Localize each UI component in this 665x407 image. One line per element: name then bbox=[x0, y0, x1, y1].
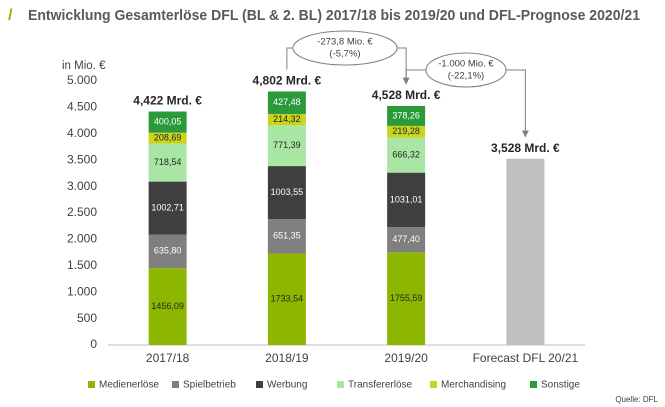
value-label: 1456,09 bbox=[151, 301, 184, 311]
legend-label: Merchandising bbox=[441, 380, 506, 391]
x-tick-label: 2019/20 bbox=[384, 351, 428, 365]
bar-segment bbox=[267, 114, 306, 126]
value-label: 219,28 bbox=[392, 126, 420, 136]
y-axis-label: in Mio. € bbox=[62, 60, 106, 72]
bar-segment bbox=[148, 132, 187, 144]
chart-title: Entwicklung Gesamterlöse DFL (BL & 2. BL… bbox=[28, 7, 640, 24]
y-tick-label: 2.500 bbox=[67, 205, 97, 219]
annotation-arrow bbox=[397, 47, 410, 85]
x-tick-label: 2017/18 bbox=[146, 351, 190, 365]
annotation-bubble bbox=[292, 30, 398, 66]
bar-segment bbox=[267, 166, 306, 220]
annotation-text: -273,8 Mio. € bbox=[317, 37, 373, 48]
value-label: 718,54 bbox=[154, 157, 182, 167]
x-tick-label: Forecast DFL 20/21 bbox=[473, 351, 579, 365]
total-label: 4,802 Mrd. € bbox=[253, 74, 322, 88]
y-tick-label: 4.500 bbox=[67, 100, 97, 114]
y-tick-label: 500 bbox=[77, 311, 97, 325]
annotation-bubble bbox=[425, 52, 507, 88]
source: Quelle: DFL bbox=[615, 395, 658, 404]
value-label: 666,32 bbox=[392, 149, 420, 159]
value-label: 214,32 bbox=[273, 114, 301, 124]
forecast-bar bbox=[506, 158, 545, 345]
x-tick-label: 2018/19 bbox=[265, 351, 309, 365]
y-tick-label: 1.000 bbox=[67, 284, 97, 298]
y-tick-label: 5.000 bbox=[67, 73, 97, 87]
y-tick-label: 3.500 bbox=[67, 152, 97, 166]
value-label: 651,35 bbox=[273, 231, 301, 241]
value-label: 400,05 bbox=[154, 116, 182, 126]
bar-segment bbox=[387, 172, 426, 228]
value-label: 1733,54 bbox=[271, 294, 304, 304]
legend-swatch bbox=[256, 381, 263, 388]
annotation-arrow bbox=[506, 69, 529, 138]
bar-segment bbox=[148, 111, 187, 133]
y-tick-label: 0 bbox=[90, 337, 97, 351]
bar-segment bbox=[387, 137, 426, 173]
bar-segment bbox=[267, 125, 306, 167]
legend-label: Werbung bbox=[267, 380, 307, 391]
legend-swatch bbox=[172, 381, 179, 388]
bar-segment bbox=[387, 125, 426, 138]
annotation-text: (-22,1%) bbox=[448, 71, 484, 82]
value-label: 1003,55 bbox=[271, 187, 304, 197]
total-label: 4,422 Mrd. € bbox=[133, 94, 202, 108]
y-tick-label: 2.000 bbox=[67, 232, 97, 246]
title-mark: / bbox=[8, 7, 13, 24]
value-label: 427,48 bbox=[273, 97, 301, 107]
bar-segment bbox=[267, 219, 306, 254]
legend-swatch bbox=[337, 381, 344, 388]
legend-label: Spielbetrieb bbox=[183, 380, 236, 391]
y-tick-label: 4.000 bbox=[67, 126, 97, 140]
legend-swatch bbox=[530, 381, 537, 388]
bar-segment bbox=[267, 91, 306, 115]
bar-segment bbox=[148, 234, 187, 269]
annotation-line bbox=[405, 69, 426, 84]
y-tick-label: 1.500 bbox=[67, 258, 97, 272]
legend-label: Sonstige bbox=[541, 380, 580, 391]
bar-segment bbox=[148, 143, 187, 182]
legend-swatch bbox=[430, 381, 437, 388]
annotation-line bbox=[286, 47, 293, 70]
bar-segment bbox=[267, 253, 306, 345]
value-label: 378,26 bbox=[392, 110, 420, 120]
bar-segment bbox=[148, 268, 187, 345]
value-label: 1755,59 bbox=[390, 293, 423, 303]
annotation-text: (-5,7%) bbox=[329, 49, 360, 60]
value-label: 1002,71 bbox=[151, 202, 184, 212]
value-label: 771,39 bbox=[273, 140, 301, 150]
bar-segment bbox=[148, 181, 187, 235]
value-label: 477,40 bbox=[392, 234, 420, 244]
value-label: 635,80 bbox=[154, 246, 182, 256]
total-label: 4,528 Mrd. € bbox=[372, 88, 441, 102]
legend-label: Medienerlöse bbox=[99, 380, 159, 391]
value-label: 1031,01 bbox=[390, 194, 423, 204]
forecast-label: 3,528 Mrd. € bbox=[491, 141, 560, 155]
y-tick-label: 3.000 bbox=[67, 179, 97, 193]
bar-segment bbox=[387, 105, 426, 126]
legend-label: Transfererlöse bbox=[348, 380, 413, 391]
annotation-text: -1.000 Mio. € bbox=[438, 59, 494, 70]
value-label: 208,69 bbox=[154, 133, 182, 143]
bar-segment bbox=[387, 227, 426, 253]
legend-swatch bbox=[88, 381, 95, 388]
bar-segment bbox=[387, 252, 426, 345]
